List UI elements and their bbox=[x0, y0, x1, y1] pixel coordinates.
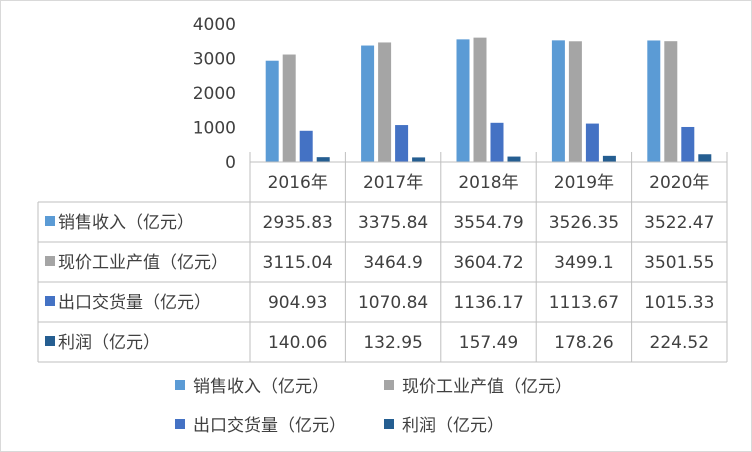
bar bbox=[378, 42, 392, 162]
bar bbox=[361, 45, 375, 162]
x-category-label: 2016年 bbox=[268, 173, 328, 193]
legend-swatch bbox=[384, 419, 394, 429]
bar bbox=[698, 154, 712, 162]
data-table-value: 1070.84 bbox=[358, 293, 428, 313]
data-table-value: 1015.33 bbox=[644, 293, 714, 313]
legend-swatch bbox=[384, 380, 394, 390]
bar bbox=[265, 60, 279, 162]
data-table-value: 3604.72 bbox=[453, 253, 523, 273]
row-legend-key bbox=[45, 256, 55, 266]
bar bbox=[456, 39, 470, 163]
row-legend-key bbox=[45, 296, 55, 306]
x-category-label: 2020年 bbox=[649, 173, 709, 193]
bar bbox=[490, 122, 504, 162]
bar bbox=[681, 126, 695, 162]
y-tick-label: 1000 bbox=[193, 119, 236, 139]
legend-label: 销售收入（亿元） bbox=[193, 377, 329, 397]
bar bbox=[647, 40, 661, 162]
legend-swatch bbox=[175, 380, 185, 390]
bar bbox=[551, 40, 565, 162]
y-tick-label: 2000 bbox=[193, 84, 236, 104]
row-legend-key bbox=[45, 216, 55, 226]
row-series-label: 出口交货量（亿元） bbox=[58, 293, 211, 313]
data-table-value: 2935.83 bbox=[263, 213, 333, 233]
bar bbox=[602, 155, 616, 162]
row-legend-key bbox=[45, 336, 55, 346]
x-category-label: 2018年 bbox=[458, 173, 518, 193]
data-table-value: 1136.17 bbox=[453, 293, 523, 313]
bar bbox=[507, 156, 521, 162]
data-table-value: 178.26 bbox=[554, 333, 613, 353]
data-table-value: 1113.67 bbox=[549, 293, 619, 313]
legend-swatch bbox=[175, 419, 185, 429]
x-category-label: 2017年 bbox=[363, 173, 423, 193]
data-table-value: 3115.04 bbox=[263, 253, 333, 273]
bar bbox=[316, 157, 330, 162]
data-table-value: 3522.47 bbox=[644, 213, 714, 233]
data-table-value: 140.06 bbox=[268, 333, 327, 353]
y-tick-label: 0 bbox=[225, 153, 236, 173]
bar bbox=[282, 54, 296, 162]
data-table-value: 157.49 bbox=[459, 333, 518, 353]
legend-label: 利润（亿元） bbox=[402, 416, 504, 436]
bar bbox=[299, 130, 313, 162]
data-table-value: 3554.79 bbox=[453, 213, 523, 233]
data-table-value: 3501.55 bbox=[644, 253, 714, 273]
data-table-value: 3499.1 bbox=[554, 253, 613, 273]
data-table-value: 224.52 bbox=[650, 333, 709, 353]
data-table-value: 3464.9 bbox=[363, 253, 422, 273]
bar bbox=[473, 37, 487, 162]
data-table-value: 904.93 bbox=[268, 293, 327, 313]
bar bbox=[664, 41, 678, 162]
legend-label: 出口交货量（亿元） bbox=[193, 416, 346, 436]
data-table-value: 3526.35 bbox=[549, 213, 619, 233]
row-series-label: 现价工业产值（亿元） bbox=[58, 253, 228, 273]
x-category-label: 2019年 bbox=[554, 173, 614, 193]
y-tick-label: 3000 bbox=[193, 50, 236, 70]
bar bbox=[395, 125, 409, 162]
bar bbox=[412, 157, 426, 162]
data-table-value: 132.95 bbox=[363, 333, 422, 353]
bar bbox=[568, 41, 582, 162]
y-tick-label: 4000 bbox=[193, 15, 236, 35]
bar bbox=[585, 123, 599, 162]
legend-label: 现价工业产值（亿元） bbox=[402, 377, 572, 397]
row-series-label: 利润（亿元） bbox=[58, 333, 160, 353]
row-series-label: 销售收入（亿元） bbox=[58, 213, 194, 233]
data-table-value: 3375.84 bbox=[358, 213, 428, 233]
